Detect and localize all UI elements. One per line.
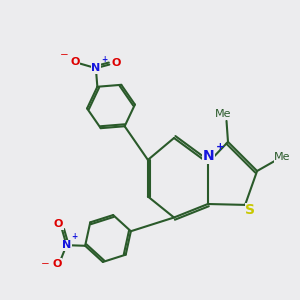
Text: −: − (60, 50, 69, 60)
Text: +: + (215, 142, 224, 152)
Text: N: N (203, 149, 214, 163)
Text: −: − (40, 259, 49, 269)
Text: O: O (111, 58, 121, 68)
Text: O: O (54, 219, 63, 229)
Text: +: + (71, 232, 77, 241)
Text: +: + (101, 55, 107, 64)
Text: O: O (52, 259, 62, 269)
Text: O: O (70, 57, 80, 67)
Text: N: N (62, 240, 71, 250)
Text: Me: Me (274, 152, 291, 163)
Text: S: S (245, 203, 256, 217)
Text: Me: Me (215, 109, 231, 119)
Text: N: N (91, 63, 101, 73)
